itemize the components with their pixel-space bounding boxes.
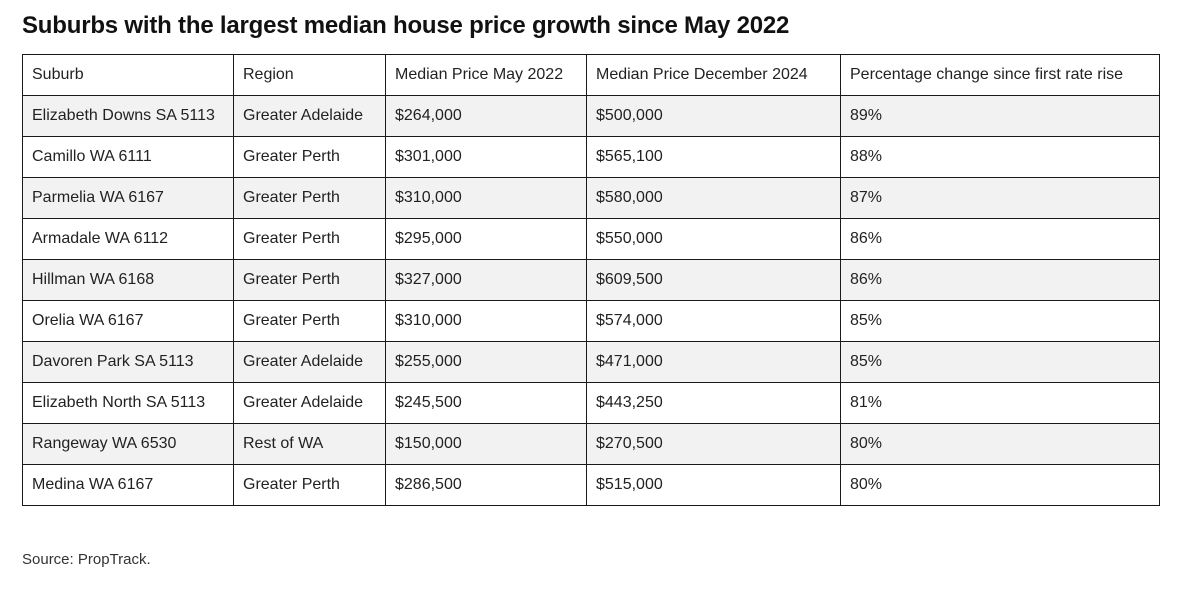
median-may-2022-cell: $264,000 — [385, 95, 587, 137]
suburb-cell: Davoren Park SA 5113 — [22, 341, 234, 383]
table-header-row: Suburb Region Median Price May 2022 Medi… — [22, 54, 1160, 96]
region-cell: Greater Perth — [233, 300, 386, 342]
suburb-cell: Elizabeth North SA 5113 — [22, 382, 234, 424]
column-header-region: Region — [233, 54, 386, 96]
median-dec-2024-cell: $565,100 — [586, 136, 841, 178]
table-row: Parmelia WA 6167 Greater Perth $310,000 … — [22, 177, 1160, 219]
column-header-percentage-change: Percentage change since first rate rise — [840, 54, 1160, 96]
median-dec-2024-cell: $443,250 — [586, 382, 841, 424]
percentage-change-cell: 87% — [840, 177, 1160, 219]
region-cell: Greater Perth — [233, 259, 386, 301]
table-row: Rangeway WA 6530 Rest of WA $150,000 $27… — [22, 423, 1160, 465]
suburb-cell: Armadale WA 6112 — [22, 218, 234, 260]
median-dec-2024-cell: $550,000 — [586, 218, 841, 260]
percentage-change-cell: 89% — [840, 95, 1160, 137]
column-header-suburb: Suburb — [22, 54, 234, 96]
table-row: Elizabeth North SA 5113 Greater Adelaide… — [22, 382, 1160, 424]
suburb-cell: Orelia WA 6167 — [22, 300, 234, 342]
table-row: Elizabeth Downs SA 5113 Greater Adelaide… — [22, 95, 1160, 137]
column-header-median-dec-2024: Median Price December 2024 — [586, 54, 841, 96]
median-may-2022-cell: $255,000 — [385, 341, 587, 383]
region-cell: Greater Perth — [233, 464, 386, 506]
table-row: Davoren Park SA 5113 Greater Adelaide $2… — [22, 341, 1160, 383]
region-cell: Greater Adelaide — [233, 341, 386, 383]
region-cell: Greater Adelaide — [233, 95, 386, 137]
table-row: Camillo WA 6111 Greater Perth $301,000 $… — [22, 136, 1160, 178]
percentage-change-cell: 80% — [840, 423, 1160, 465]
median-may-2022-cell: $310,000 — [385, 177, 587, 219]
table-row: Hillman WA 6168 Greater Perth $327,000 $… — [22, 259, 1160, 301]
suburb-cell: Camillo WA 6111 — [22, 136, 234, 178]
suburb-cell: Hillman WA 6168 — [22, 259, 234, 301]
median-dec-2024-cell: $500,000 — [586, 95, 841, 137]
median-may-2022-cell: $310,000 — [385, 300, 587, 342]
median-may-2022-cell: $150,000 — [385, 423, 587, 465]
median-dec-2024-cell: $471,000 — [586, 341, 841, 383]
percentage-change-cell: 85% — [840, 341, 1160, 383]
median-may-2022-cell: $295,000 — [385, 218, 587, 260]
price-growth-table: Suburb Region Median Price May 2022 Medi… — [22, 54, 1160, 506]
median-may-2022-cell: $327,000 — [385, 259, 587, 301]
suburb-cell: Elizabeth Downs SA 5113 — [22, 95, 234, 137]
percentage-change-cell: 88% — [840, 136, 1160, 178]
percentage-change-cell: 80% — [840, 464, 1160, 506]
percentage-change-cell: 85% — [840, 300, 1160, 342]
percentage-change-cell: 81% — [840, 382, 1160, 424]
region-cell: Rest of WA — [233, 423, 386, 465]
median-may-2022-cell: $245,500 — [385, 382, 587, 424]
region-cell: Greater Perth — [233, 136, 386, 178]
suburb-cell: Parmelia WA 6167 — [22, 177, 234, 219]
region-cell: Greater Perth — [233, 177, 386, 219]
median-dec-2024-cell: $580,000 — [586, 177, 841, 219]
table-row: Medina WA 6167 Greater Perth $286,500 $5… — [22, 464, 1160, 506]
median-dec-2024-cell: $609,500 — [586, 259, 841, 301]
page-title: Suburbs with the largest median house pr… — [22, 12, 790, 39]
table-row: Armadale WA 6112 Greater Perth $295,000 … — [22, 218, 1160, 260]
suburb-cell: Medina WA 6167 — [22, 464, 234, 506]
median-dec-2024-cell: $515,000 — [586, 464, 841, 506]
median-may-2022-cell: $286,500 — [385, 464, 587, 506]
region-cell: Greater Adelaide — [233, 382, 386, 424]
median-dec-2024-cell: $574,000 — [586, 300, 841, 342]
source-note: Source: PropTrack. — [22, 551, 151, 568]
percentage-change-cell: 86% — [840, 218, 1160, 260]
column-header-median-may-2022: Median Price May 2022 — [385, 54, 587, 96]
suburb-cell: Rangeway WA 6530 — [22, 423, 234, 465]
table-row: Orelia WA 6167 Greater Perth $310,000 $5… — [22, 300, 1160, 342]
median-may-2022-cell: $301,000 — [385, 136, 587, 178]
percentage-change-cell: 86% — [840, 259, 1160, 301]
median-dec-2024-cell: $270,500 — [586, 423, 841, 465]
region-cell: Greater Perth — [233, 218, 386, 260]
